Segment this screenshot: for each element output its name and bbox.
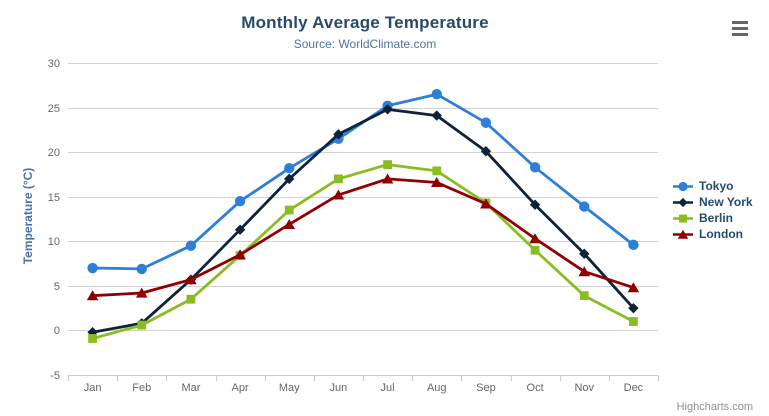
point-berlin-jan[interactable] [88,334,97,343]
point-london-oct[interactable] [529,233,541,244]
point-tokyo-mar[interactable] [185,240,197,251]
point-berlin-aug[interactable] [432,166,442,176]
y-tick-label: 10 [48,236,60,248]
legend-item-london[interactable]: London [672,226,753,242]
y-tick-label: 15 [48,192,60,204]
point-new-york-oct[interactable] [529,199,541,210]
point-tokyo-nov[interactable] [579,201,590,212]
series-line-berlin[interactable] [91,163,635,340]
legend: Tokyo New York Berlin London [672,178,753,242]
legend-item-new-york[interactable]: New York [672,194,753,210]
point-london-nov[interactable] [578,266,591,277]
y-tick-label: 30 [48,58,60,70]
y-tick-label: 20 [48,147,60,159]
point-tokyo-dec[interactable] [628,239,639,251]
point-berlin-jun[interactable] [334,174,343,184]
legend-label: New York [699,195,753,209]
point-berlin-oct[interactable] [530,245,540,255]
point-tokyo-oct[interactable] [529,162,541,173]
hamburger-menu-icon [732,20,748,24]
y-axis-title: Temperature (°C) [21,167,35,265]
legend-label: Tokyo [699,179,734,193]
point-tokyo-may[interactable] [284,162,295,174]
point-london-apr[interactable] [234,249,246,260]
x-tick-label: Jul [381,382,395,394]
point-berlin-may[interactable] [284,205,294,215]
legend-label: Berlin [699,211,734,225]
point-new-york-nov[interactable] [579,248,590,259]
legend-marker-diamond-icon [673,197,693,207]
point-tokyo-feb[interactable] [136,263,147,275]
point-london-jun[interactable] [332,189,345,200]
point-new-york-aug[interactable] [431,110,442,121]
x-tick-label: Jan [84,382,102,394]
point-london-feb[interactable] [135,287,148,298]
legend-item-tokyo[interactable]: Tokyo [672,178,753,194]
legend-marker-circle-icon [673,181,693,191]
legend-item-berlin[interactable]: Berlin [672,210,753,226]
x-tick-label: Aug [427,382,447,394]
point-tokyo-sep[interactable] [480,117,492,128]
x-tick-label: Oct [527,382,544,394]
point-berlin-feb[interactable] [137,320,147,330]
point-new-york-sep[interactable] [480,146,492,157]
chart-context-menu-button[interactable] [730,19,750,37]
point-tokyo-jan[interactable] [87,262,98,274]
highcharts-credit-link[interactable]: Highcharts.com [676,401,753,413]
y-tick-label: 0 [54,325,60,337]
series-new-york [87,104,639,338]
series-london [86,173,640,301]
y-tick-label: 5 [54,281,60,293]
x-tick-label: Feb [132,382,151,394]
point-london-jan[interactable] [86,290,99,301]
legend-marker-triangle-icon [673,229,693,239]
point-new-york-jul[interactable] [382,104,393,115]
y-tick-label: 25 [48,103,60,115]
point-new-york-dec[interactable] [628,302,639,314]
legend-label: London [699,227,743,241]
x-tick-label: Mar [181,382,200,394]
x-tick-label: Sep [476,382,496,394]
series-line-new-york[interactable] [91,108,635,334]
point-london-mar[interactable] [185,274,197,285]
point-london-may[interactable] [283,218,296,229]
point-berlin-jul[interactable] [383,160,392,170]
point-new-york-apr[interactable] [234,224,246,235]
point-berlin-dec[interactable] [629,317,638,326]
x-tick-label: Apr [232,382,249,394]
point-london-dec[interactable] [627,282,640,293]
x-tick-label: Dec [624,382,644,394]
y-tick-label: -5 [50,370,60,382]
chart-title: Monthly Average Temperature [241,13,489,32]
point-berlin-nov[interactable] [579,291,589,301]
legend-marker-square-icon [673,214,693,222]
point-london-aug[interactable] [430,177,443,188]
series-line-london[interactable] [91,177,635,298]
chart-subtitle: Source: WorldClimate.com [293,37,437,51]
point-new-york-may[interactable] [284,173,295,185]
point-london-sep[interactable] [480,198,492,209]
point-tokyo-apr[interactable] [234,195,246,207]
x-tick-label: May [279,382,300,394]
x-tick-label: Nov [574,382,594,394]
point-tokyo-aug[interactable] [431,89,442,100]
point-london-jul[interactable] [381,173,394,184]
series-tokyo [87,89,639,275]
x-tick-label: Jun [330,382,348,394]
point-berlin-mar[interactable] [186,294,196,304]
point-new-york-jun[interactable] [333,129,344,140]
